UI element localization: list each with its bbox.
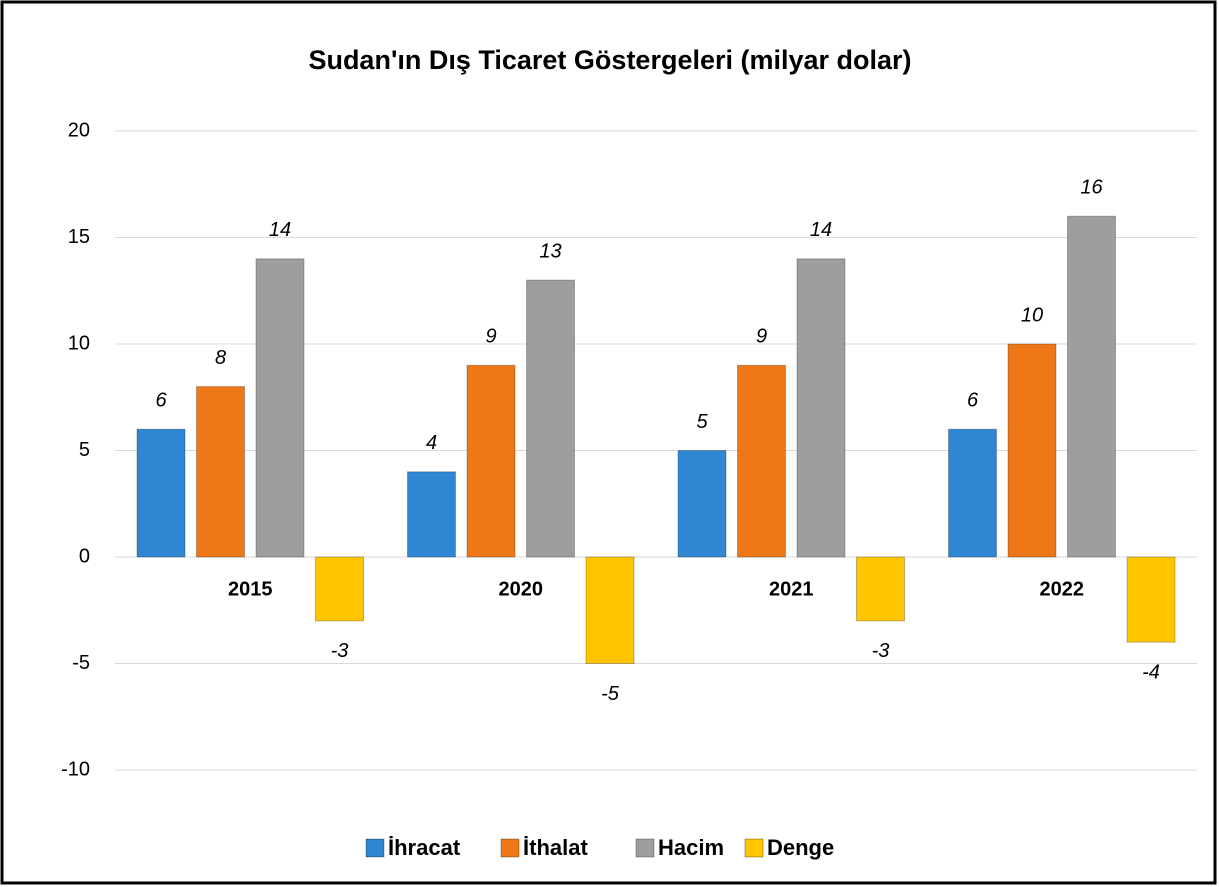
data-label: 14 — [269, 219, 291, 241]
data-label: 10 — [1021, 304, 1043, 326]
legend-label: Denge — [767, 835, 834, 860]
bar — [585, 556, 635, 664]
bar — [1007, 343, 1057, 558]
data-label: -3 — [331, 640, 349, 662]
bar — [796, 258, 846, 558]
x-tick-label: 2020 — [499, 578, 544, 600]
legend-swatch — [500, 838, 520, 858]
y-tick-label: 15 — [68, 226, 90, 248]
y-tick-label: 5 — [79, 439, 90, 461]
data-label: 16 — [1080, 176, 1103, 198]
bar — [1126, 556, 1176, 643]
data-label: -5 — [601, 683, 620, 705]
data-label: 4 — [426, 432, 437, 454]
legend-swatch — [744, 838, 764, 858]
bar — [255, 258, 305, 558]
legend-label: Hacim — [658, 835, 724, 860]
data-label: -4 — [1142, 661, 1160, 683]
data-label: 14 — [810, 219, 832, 241]
y-tick-label: -10 — [61, 758, 90, 780]
legend-swatch — [635, 838, 655, 858]
bar — [315, 556, 364, 622]
x-tick-label: 2022 — [1040, 578, 1085, 600]
data-label: -3 — [872, 640, 890, 662]
legend-swatch — [365, 838, 385, 858]
legend-label: İhracat — [388, 835, 461, 860]
data-label: 9 — [485, 326, 496, 348]
bar — [1067, 215, 1116, 558]
x-tick-label: 2015 — [228, 578, 273, 600]
y-tick-label: -5 — [72, 652, 90, 674]
data-label: 9 — [756, 326, 767, 348]
y-tick-label: 10 — [68, 332, 90, 354]
bar — [196, 386, 245, 558]
data-label: 8 — [215, 347, 226, 369]
bar — [407, 471, 456, 558]
bar — [466, 364, 516, 558]
y-tick-label: 0 — [79, 545, 90, 567]
legend-label: İthalat — [523, 835, 588, 860]
bar — [737, 364, 786, 558]
data-label: 6 — [967, 389, 979, 411]
bar — [136, 428, 186, 558]
data-label: 6 — [155, 389, 167, 411]
data-label: 13 — [539, 240, 561, 262]
bar — [677, 450, 727, 558]
bar — [526, 279, 575, 558]
bar — [948, 428, 997, 558]
x-tick-label: 2021 — [769, 578, 814, 600]
y-tick-label: 20 — [68, 119, 90, 141]
chart-title: Sudan'ın Dış Ticaret Göstergeleri (milya… — [308, 45, 911, 75]
data-label: 5 — [696, 411, 708, 433]
bar — [856, 556, 905, 622]
